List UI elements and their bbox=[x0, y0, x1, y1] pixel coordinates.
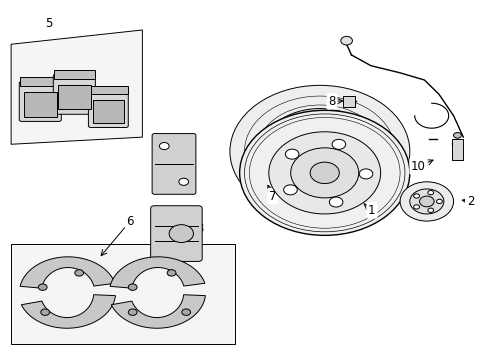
FancyBboxPatch shape bbox=[53, 74, 95, 114]
Text: 6: 6 bbox=[126, 215, 134, 228]
Circle shape bbox=[239, 111, 409, 235]
Circle shape bbox=[419, 196, 433, 207]
Bar bbox=[54, 70, 95, 79]
Circle shape bbox=[38, 284, 47, 291]
Bar bbox=[343, 96, 354, 107]
Circle shape bbox=[128, 284, 137, 291]
FancyBboxPatch shape bbox=[88, 90, 128, 127]
FancyBboxPatch shape bbox=[150, 206, 202, 261]
Circle shape bbox=[41, 309, 49, 315]
Circle shape bbox=[128, 309, 137, 315]
Text: 7: 7 bbox=[268, 190, 276, 203]
Polygon shape bbox=[20, 257, 115, 288]
Circle shape bbox=[413, 194, 419, 198]
Circle shape bbox=[179, 178, 188, 185]
Bar bbox=[58, 85, 91, 109]
Text: 3: 3 bbox=[196, 222, 203, 235]
Circle shape bbox=[309, 162, 339, 184]
Text: 5: 5 bbox=[45, 17, 53, 30]
Polygon shape bbox=[110, 257, 204, 288]
Circle shape bbox=[285, 149, 298, 159]
Polygon shape bbox=[11, 30, 142, 144]
Circle shape bbox=[331, 139, 345, 149]
Circle shape bbox=[290, 148, 358, 198]
FancyBboxPatch shape bbox=[19, 81, 61, 121]
Circle shape bbox=[399, 182, 453, 221]
Text: 9: 9 bbox=[449, 140, 456, 153]
Circle shape bbox=[167, 270, 176, 276]
Circle shape bbox=[427, 190, 433, 195]
Text: 4: 4 bbox=[171, 154, 179, 167]
Text: 1: 1 bbox=[367, 204, 375, 217]
Circle shape bbox=[182, 309, 190, 315]
Bar bbox=[93, 100, 123, 123]
Circle shape bbox=[413, 205, 419, 209]
Circle shape bbox=[268, 132, 380, 214]
Circle shape bbox=[436, 199, 442, 203]
Polygon shape bbox=[21, 295, 115, 328]
Bar bbox=[20, 77, 61, 86]
Circle shape bbox=[359, 169, 372, 179]
Circle shape bbox=[427, 208, 433, 212]
Circle shape bbox=[261, 109, 377, 194]
Circle shape bbox=[340, 36, 352, 45]
Circle shape bbox=[229, 85, 409, 217]
Circle shape bbox=[283, 185, 297, 195]
Text: 10: 10 bbox=[410, 160, 425, 173]
Circle shape bbox=[290, 130, 348, 173]
Bar bbox=[11, 244, 234, 344]
FancyBboxPatch shape bbox=[152, 134, 196, 194]
Circle shape bbox=[409, 189, 443, 214]
Circle shape bbox=[169, 225, 193, 243]
Bar bbox=[451, 139, 462, 160]
Circle shape bbox=[328, 197, 342, 207]
Polygon shape bbox=[111, 295, 205, 328]
Circle shape bbox=[75, 270, 83, 276]
Text: 2: 2 bbox=[466, 195, 473, 208]
Circle shape bbox=[159, 143, 169, 150]
Bar bbox=[24, 92, 57, 117]
Circle shape bbox=[453, 132, 460, 138]
Bar bbox=[89, 86, 127, 94]
Text: 8: 8 bbox=[327, 95, 335, 108]
